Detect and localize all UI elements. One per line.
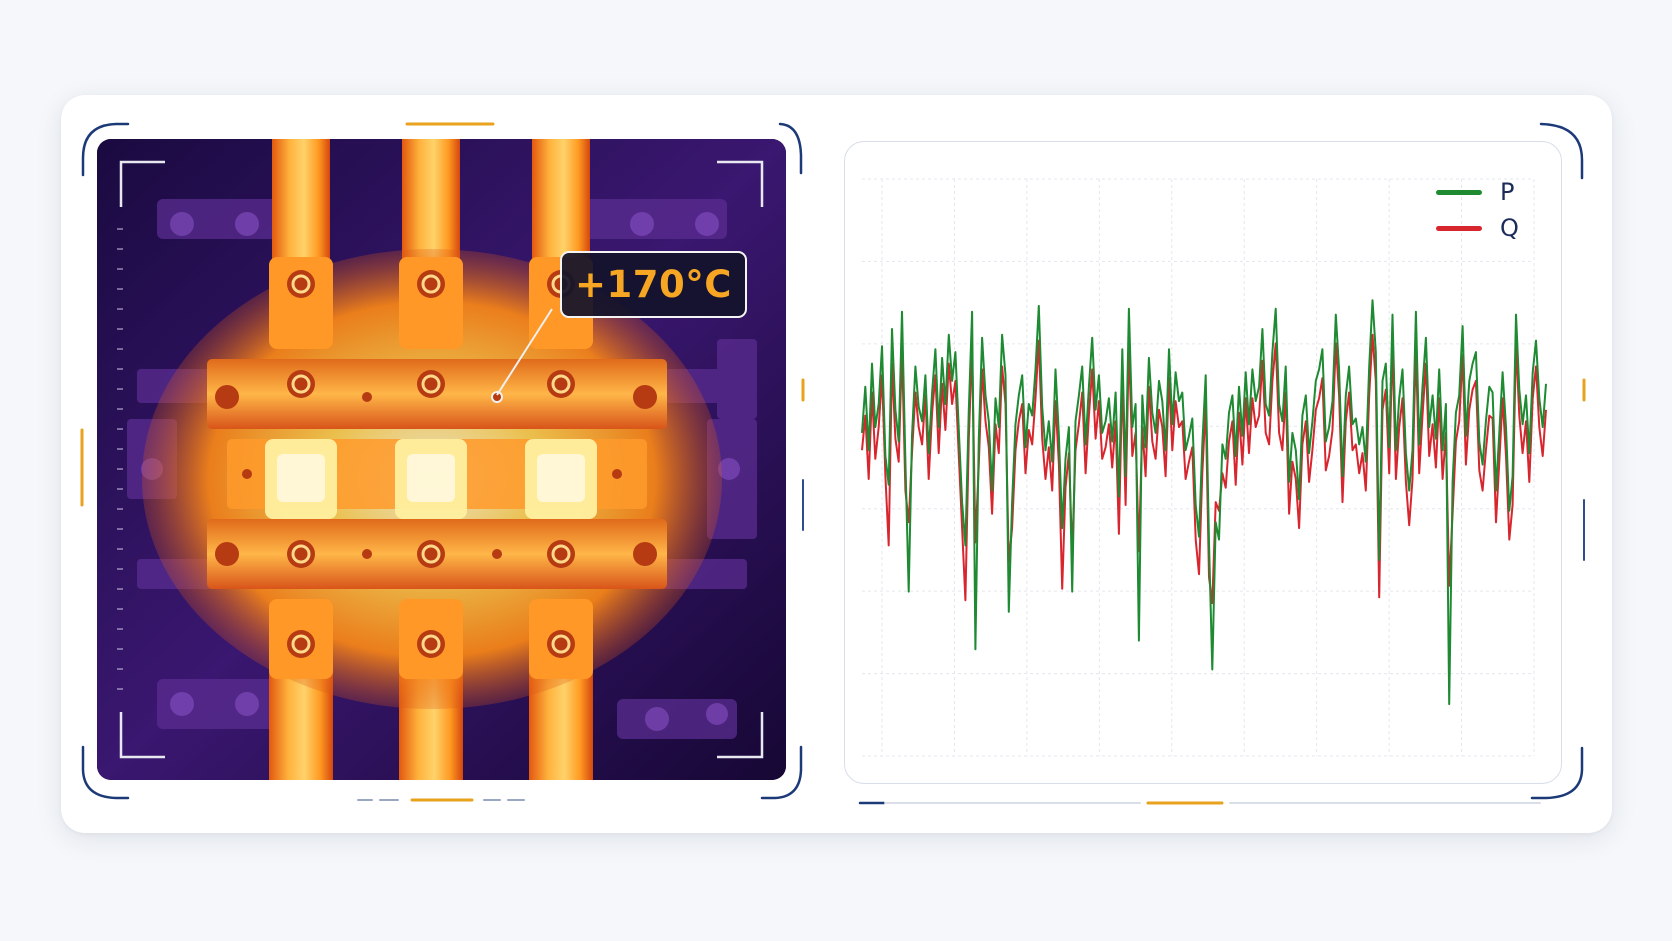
- viewfinder-corner-bl: [119, 712, 165, 759]
- legend-swatch-q: [1436, 225, 1482, 231]
- legend-item-q[interactable]: Q: [1436, 210, 1519, 246]
- temperature-value: +170°C: [575, 263, 732, 306]
- viewfinder-corner-br: [717, 712, 764, 759]
- series-line-p: [861, 299, 1547, 706]
- legend-swatch-p: [1436, 189, 1482, 195]
- callout-pointer: [496, 308, 553, 396]
- viewfinder-corner-tr: [717, 160, 764, 207]
- series-line-q: [861, 333, 1547, 605]
- legend-label-p: P: [1500, 178, 1515, 206]
- legend-label-q: Q: [1500, 214, 1519, 242]
- callout-target: [491, 391, 503, 403]
- chart-legend: P Q: [1436, 174, 1519, 246]
- viewfinder-scale: [117, 228, 123, 690]
- viewfinder-corner-tl: [119, 160, 165, 207]
- line-chart: [861, 178, 1547, 757]
- chart-series: [861, 299, 1547, 706]
- thermal-scene: [97, 139, 786, 780]
- chart-grid: [862, 178, 1535, 757]
- thermal-image: [97, 139, 786, 780]
- temperature-callout: +170°C: [560, 251, 747, 318]
- legend-item-p[interactable]: P: [1436, 174, 1519, 210]
